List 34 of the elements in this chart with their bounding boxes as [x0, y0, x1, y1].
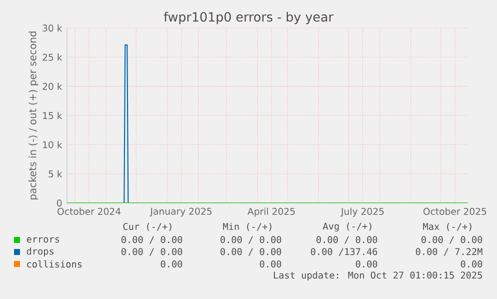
text: 0.00	[260, 260, 282, 268]
y-axis-title: packets in (-) / out (+) per second	[28, 32, 38, 200]
text: 0.00	[356, 260, 378, 268]
y-tick-label: 20 k	[42, 82, 62, 90]
x-tick-label: July 2025	[340, 208, 384, 217]
legend-label: collisions	[27, 260, 82, 268]
text: 0.00 / 0.00	[122, 248, 182, 256]
text: 0.00 / 0.00	[220, 236, 282, 244]
text: 0.00 / 0.00	[316, 236, 378, 244]
text: 0.00 / 7.22M	[416, 248, 482, 256]
y-tick-label: 25 k	[42, 54, 62, 61]
x-tick-label: October 2025	[423, 208, 486, 215]
text: 0.00	[460, 260, 482, 268]
chart-title: fwpr101p0 errors - by year	[164, 12, 334, 24]
y-tick-label: 10 k	[43, 141, 62, 148]
text: Last update: Mon Oct 27 01:00:15 2025	[274, 271, 482, 281]
x-tick-label: January 2025	[150, 208, 212, 217]
legend-label: errors	[26, 237, 60, 243]
x-tick-label: April 2025	[248, 208, 295, 217]
text: 0.00	[160, 260, 182, 268]
legend-label: drops	[26, 247, 54, 257]
text: Cur (-/+)	[123, 222, 172, 232]
text: 0.00 / 0.00	[220, 248, 282, 256]
text: 0.00 / 0.00	[422, 236, 482, 244]
x-tick-label: October 2024	[58, 208, 121, 215]
text: 0.00 /137.46	[310, 248, 378, 256]
text: 0.00 / 0.00	[122, 236, 182, 244]
text: Avg (-/+)	[322, 222, 372, 232]
y-tick-label: 0	[56, 199, 62, 207]
y-tick-label: 5 k	[48, 170, 62, 178]
y-tick-label: 30 k	[42, 24, 62, 32]
y-tick-label: 15 k	[43, 112, 62, 120]
text: Min (-/+)	[223, 222, 272, 232]
text: Max (-/+)	[423, 222, 472, 232]
